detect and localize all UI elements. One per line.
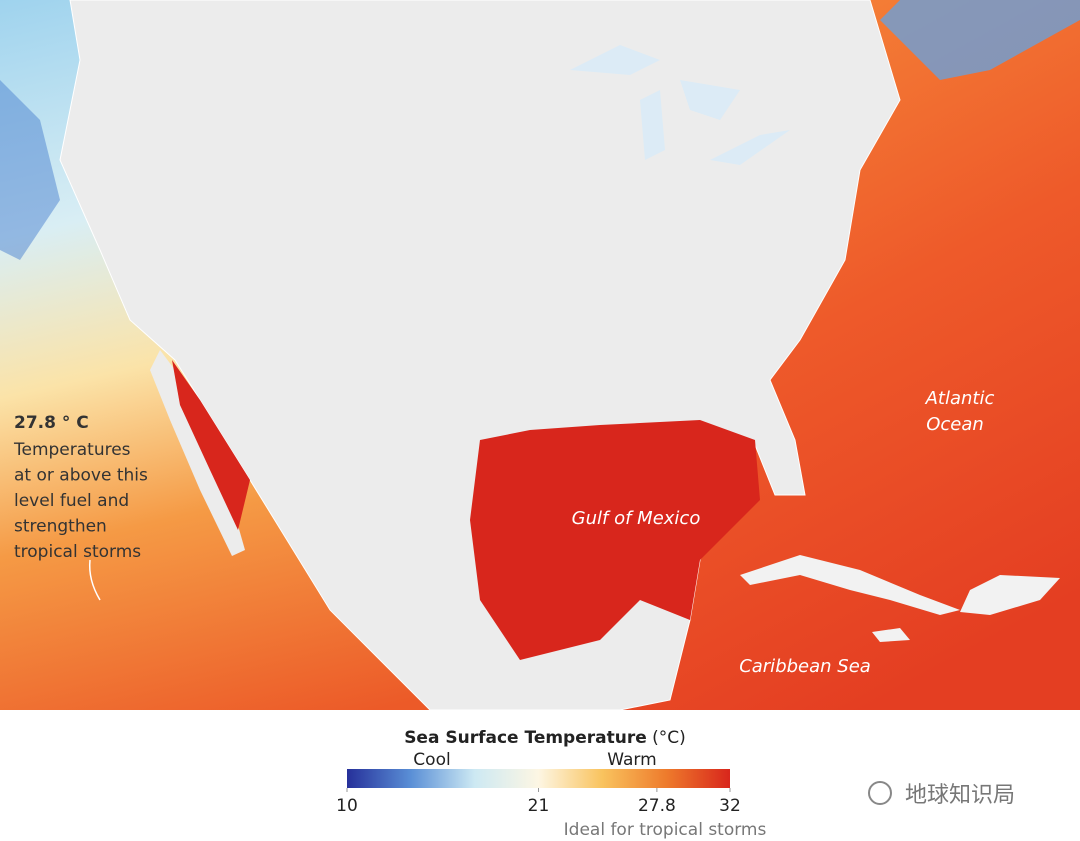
legend-note: Ideal for tropical storms bbox=[564, 820, 767, 840]
map-label: Caribbean Sea bbox=[739, 656, 871, 677]
annotation: Temperatures at or above this level fuel a… bbox=[13, 440, 148, 562]
watermark-icon bbox=[868, 781, 892, 805]
jamaica bbox=[872, 628, 910, 642]
lake bbox=[570, 45, 660, 75]
map: Gulf of Mexico Atlantic Ocean Caribbean … bbox=[0, 0, 1080, 711]
tick-label: 21 bbox=[528, 796, 550, 816]
gulf-of-mexico bbox=[470, 420, 760, 660]
legend-title-text: Sea Surface Temperature bbox=[404, 728, 647, 748]
high-label: Warm bbox=[607, 750, 656, 770]
color-bar bbox=[347, 769, 730, 788]
legend-title: Sea Surface Temperature (°C) bbox=[404, 728, 686, 748]
annotation-title: 27.8 ° C bbox=[14, 413, 89, 433]
annotation-line: Temperatures bbox=[13, 440, 131, 460]
legend-unit: (°C) bbox=[652, 728, 686, 748]
tick-label: 10 bbox=[336, 796, 358, 816]
tick-label: 32 bbox=[719, 796, 741, 816]
annotation-line: level fuel and bbox=[14, 491, 129, 511]
great-lakes bbox=[570, 45, 790, 165]
watermark: 地球知识局 bbox=[905, 783, 1015, 808]
cuba bbox=[740, 555, 960, 615]
lake bbox=[710, 130, 790, 165]
legend: Sea Surface Temperature (°C) Cool Warm I… bbox=[336, 728, 766, 840]
lake bbox=[640, 90, 665, 160]
low-label: Cool bbox=[413, 750, 450, 770]
lake bbox=[680, 80, 740, 120]
tick-label: 27.8 bbox=[638, 796, 676, 816]
annotation-line: strengthen bbox=[14, 517, 107, 537]
cold-water bbox=[0, 80, 60, 260]
hispaniola bbox=[960, 575, 1060, 615]
annotation-line: at or above this bbox=[14, 466, 148, 486]
annotation-arrow bbox=[88, 559, 101, 601]
annotation-line: tropical storms bbox=[14, 542, 141, 562]
cold-water bbox=[880, 0, 1080, 80]
map-label: Gulf of Mexico bbox=[572, 508, 701, 529]
map-label: Atlantic bbox=[925, 388, 995, 409]
baja bbox=[150, 350, 245, 556]
gulf-of-california bbox=[172, 360, 250, 530]
map-label: Ocean bbox=[926, 414, 984, 435]
